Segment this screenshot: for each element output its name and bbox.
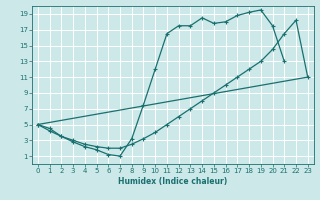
X-axis label: Humidex (Indice chaleur): Humidex (Indice chaleur) (118, 177, 228, 186)
